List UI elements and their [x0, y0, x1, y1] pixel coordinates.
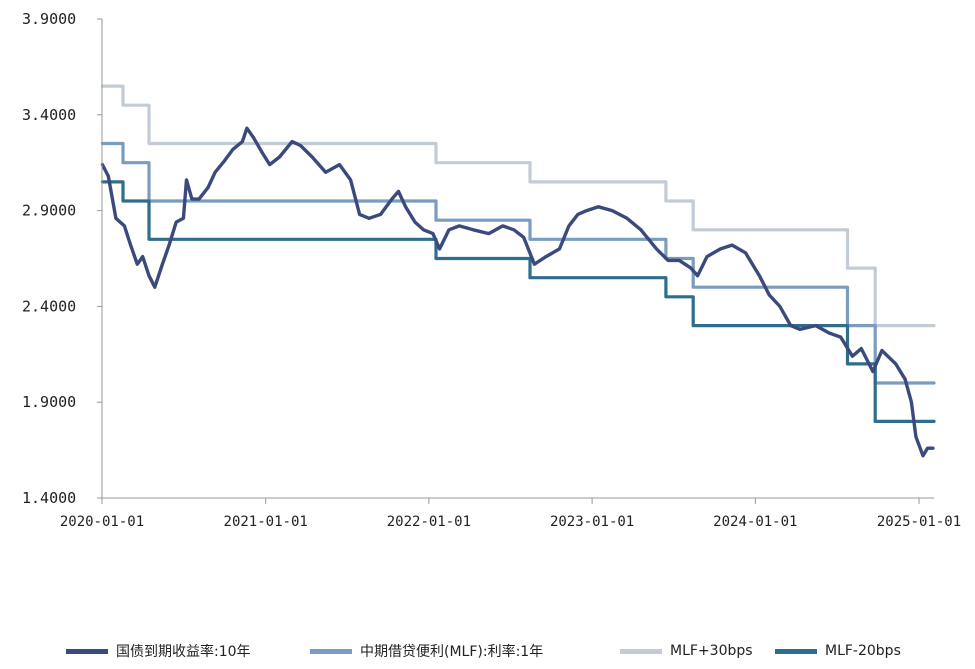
series-line-3 — [100, 180, 936, 423]
y-tick-label: 3.9000 — [22, 10, 76, 28]
axes-layer: 3.9000 3.4000 2.9000 2.4000 1.9000 1.4000 2020… — [22, 10, 961, 530]
y-tick-label: 1.9000 — [22, 393, 76, 411]
y-tick-label: 1.4000 — [22, 489, 76, 507]
legend: 国债到期收益率:10年 中期借贷便利(MLF):利率:1年 MLF+30bps … — [0, 636, 975, 666]
legend-label-mlf-plus-30bps: MLF+30bps — [670, 643, 753, 659]
legend-swatch-mlf-minus-20bps — [775, 648, 817, 654]
x-tick-label: 2025-01-01 — [877, 514, 961, 530]
legend-item-mlf-plus-30bps[interactable]: MLF+30bps — [620, 636, 753, 666]
legend-item-mlf-minus-20bps[interactable]: MLF-20bps — [775, 636, 901, 666]
series-line-0 — [100, 126, 935, 458]
series-line-2 — [100, 84, 936, 328]
legend-label-mlf-minus-20bps: MLF-20bps — [825, 643, 901, 659]
y-tick-label: 2.9000 — [22, 202, 76, 220]
x-tick-label: 2023-01-01 — [550, 514, 634, 530]
x-tick-label: 2021-01-01 — [224, 514, 308, 530]
legend-item-yield-10y[interactable]: 国债到期收益率:10年 — [66, 636, 251, 666]
chart: 3.9000 3.4000 2.9000 2.4000 1.9000 1.4000 2020… — [22, 10, 961, 530]
series-layer — [100, 84, 936, 458]
legend-item-mlf[interactable]: 中期借贷便利(MLF):利率:1年 — [310, 636, 543, 666]
legend-swatch-mlf — [310, 648, 352, 654]
x-tick-label: 2020-01-01 — [60, 514, 144, 530]
y-tick-label: 2.4000 — [22, 297, 76, 315]
legend-label-mlf: 中期借贷便利(MLF):利率:1年 — [360, 644, 544, 660]
x-tick-label: 2024-01-01 — [713, 514, 797, 530]
x-tick-label: 2022-01-01 — [387, 514, 471, 530]
legend-swatch-mlf-plus-30bps — [620, 648, 662, 654]
legend-label-yield-10y: 国债到期收益率:10年 — [116, 644, 251, 660]
series-line-1 — [100, 141, 936, 385]
y-tick-label: 3.4000 — [22, 106, 76, 124]
legend-swatch-yield-10y — [66, 648, 108, 654]
